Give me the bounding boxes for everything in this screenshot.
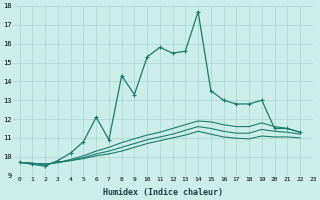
X-axis label: Humidex (Indice chaleur): Humidex (Indice chaleur) [103,188,223,197]
